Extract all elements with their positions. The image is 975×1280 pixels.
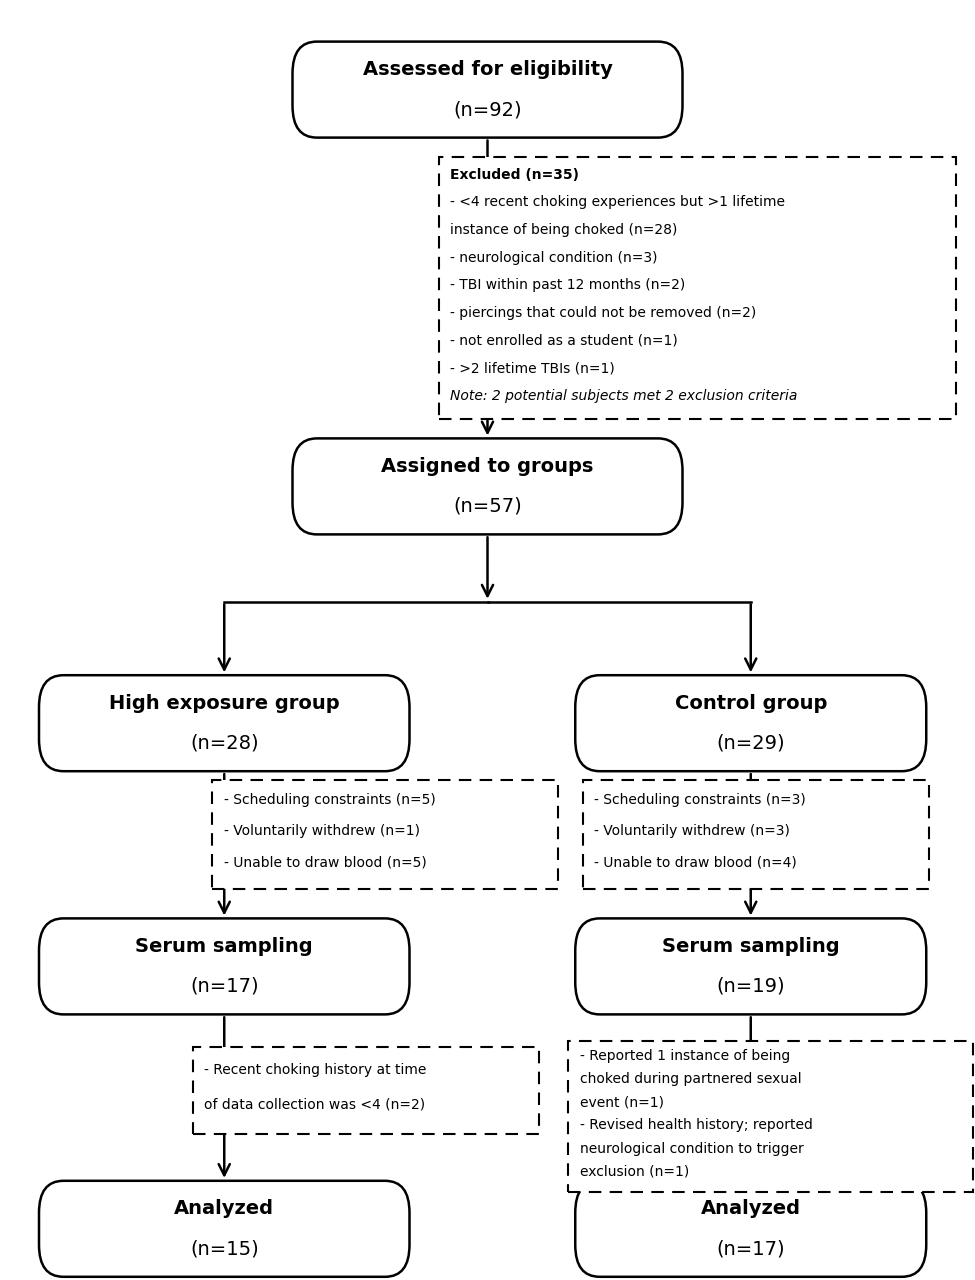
- Text: exclusion (n=1): exclusion (n=1): [579, 1165, 689, 1179]
- Text: (n=57): (n=57): [453, 497, 522, 516]
- Text: - Reported 1 instance of being: - Reported 1 instance of being: [579, 1048, 790, 1062]
- Text: (n=17): (n=17): [717, 1239, 785, 1258]
- FancyBboxPatch shape: [292, 41, 682, 137]
- Text: - neurological condition (n=3): - neurological condition (n=3): [450, 251, 658, 265]
- Text: - Unable to draw blood (n=4): - Unable to draw blood (n=4): [595, 855, 797, 869]
- Text: event (n=1): event (n=1): [579, 1096, 664, 1110]
- FancyBboxPatch shape: [575, 1180, 926, 1277]
- Text: - Voluntarily withdrew (n=1): - Voluntarily withdrew (n=1): [224, 824, 420, 838]
- Text: - Scheduling constraints (n=3): - Scheduling constraints (n=3): [595, 794, 806, 808]
- Text: (n=19): (n=19): [717, 977, 785, 996]
- Text: - TBI within past 12 months (n=2): - TBI within past 12 months (n=2): [450, 278, 685, 292]
- Text: (n=15): (n=15): [190, 1239, 258, 1258]
- FancyBboxPatch shape: [39, 919, 410, 1014]
- Text: (n=17): (n=17): [190, 977, 258, 996]
- Text: - Unable to draw blood (n=5): - Unable to draw blood (n=5): [224, 855, 426, 869]
- Text: High exposure group: High exposure group: [109, 694, 339, 713]
- Text: Serum sampling: Serum sampling: [136, 937, 313, 956]
- Bar: [583, 780, 928, 888]
- Text: - Scheduling constraints (n=5): - Scheduling constraints (n=5): [224, 794, 436, 808]
- Text: Serum sampling: Serum sampling: [662, 937, 839, 956]
- Bar: [439, 157, 956, 420]
- Text: (n=29): (n=29): [717, 733, 785, 753]
- Text: (n=28): (n=28): [190, 733, 258, 753]
- Text: - Voluntarily withdrew (n=3): - Voluntarily withdrew (n=3): [595, 824, 790, 838]
- FancyBboxPatch shape: [575, 675, 926, 771]
- Text: - Revised health history; reported: - Revised health history; reported: [579, 1119, 812, 1133]
- Text: - piercings that could not be removed (n=2): - piercings that could not be removed (n…: [450, 306, 757, 320]
- Text: choked during partnered sexual: choked during partnered sexual: [579, 1071, 801, 1085]
- Text: - >2 lifetime TBIs (n=1): - >2 lifetime TBIs (n=1): [450, 361, 615, 375]
- Text: Note: 2 potential subjects met 2 exclusion criteria: Note: 2 potential subjects met 2 exclusi…: [450, 389, 798, 403]
- Text: Control group: Control group: [675, 694, 827, 713]
- Bar: [567, 1041, 973, 1192]
- FancyBboxPatch shape: [39, 675, 410, 771]
- Bar: [193, 1047, 538, 1134]
- Text: instance of being choked (n=28): instance of being choked (n=28): [450, 223, 678, 237]
- Text: Assessed for eligibility: Assessed for eligibility: [363, 60, 612, 79]
- FancyBboxPatch shape: [575, 919, 926, 1014]
- Text: - <4 recent choking experiences but >1 lifetime: - <4 recent choking experiences but >1 l…: [450, 196, 786, 210]
- Text: (n=92): (n=92): [453, 100, 522, 119]
- Text: Analyzed: Analyzed: [175, 1199, 274, 1219]
- Text: Assigned to groups: Assigned to groups: [381, 457, 594, 476]
- Text: neurological condition to trigger: neurological condition to trigger: [579, 1142, 803, 1156]
- Bar: [213, 780, 558, 888]
- Text: Excluded (n=35): Excluded (n=35): [450, 168, 579, 182]
- Text: of data collection was <4 (n=2): of data collection was <4 (n=2): [205, 1097, 425, 1111]
- Text: - not enrolled as a student (n=1): - not enrolled as a student (n=1): [450, 334, 679, 347]
- Text: Analyzed: Analyzed: [701, 1199, 800, 1219]
- Text: - Recent choking history at time: - Recent choking history at time: [205, 1062, 427, 1076]
- FancyBboxPatch shape: [39, 1180, 410, 1277]
- FancyBboxPatch shape: [292, 438, 682, 535]
